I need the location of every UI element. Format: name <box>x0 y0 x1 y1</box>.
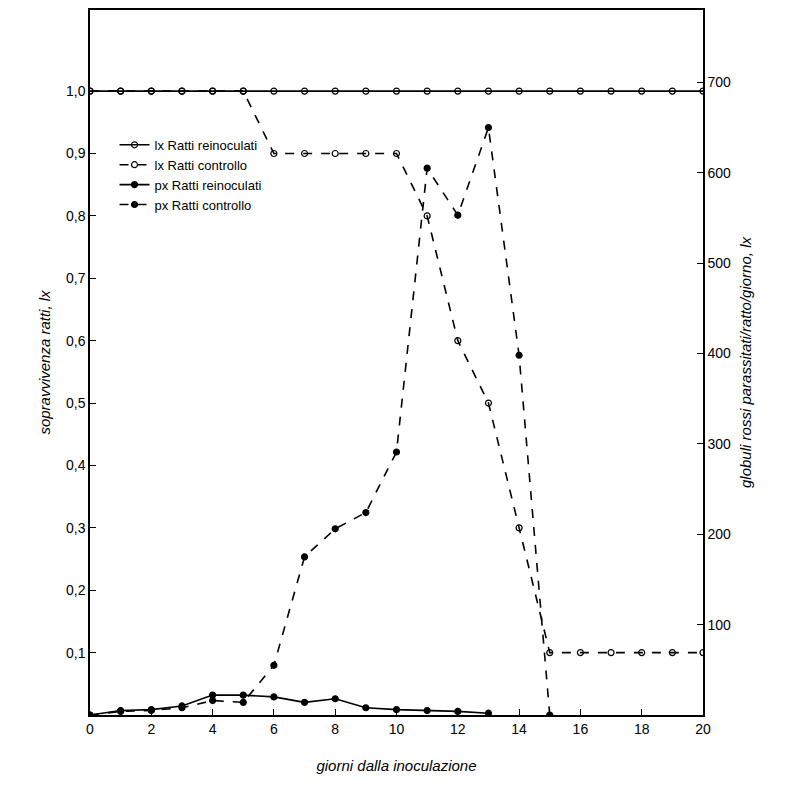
svg-text:100: 100 <box>708 617 732 633</box>
svg-text:0,4: 0,4 <box>66 457 86 473</box>
svg-text:18: 18 <box>634 721 650 737</box>
svg-text:0,7: 0,7 <box>66 270 86 286</box>
svg-text:0,5: 0,5 <box>66 395 86 411</box>
svg-text:300: 300 <box>708 436 732 452</box>
svg-text:0: 0 <box>86 721 94 737</box>
svg-text:0,2: 0,2 <box>66 582 86 598</box>
svg-text:6: 6 <box>270 721 278 737</box>
svg-text:600: 600 <box>708 165 732 181</box>
svg-text:2: 2 <box>147 721 155 737</box>
svg-text:400: 400 <box>708 345 732 361</box>
svg-text:0,8: 0,8 <box>66 208 86 224</box>
svg-text:0,9: 0,9 <box>66 145 86 161</box>
svg-text:px Ratti reinoculati: px Ratti reinoculati <box>155 178 262 193</box>
svg-text:0,6: 0,6 <box>66 333 86 349</box>
svg-text:10: 10 <box>389 721 405 737</box>
svg-text:giorni dalla inoculazione: giorni dalla inoculazione <box>316 757 476 774</box>
svg-text:8: 8 <box>331 721 339 737</box>
svg-text:0,1: 0,1 <box>66 645 86 661</box>
svg-text:12: 12 <box>450 721 466 737</box>
svg-text:px Ratti controllo: px Ratti controllo <box>155 198 252 213</box>
svg-text:500: 500 <box>708 255 732 271</box>
svg-text:200: 200 <box>708 526 732 542</box>
svg-text:16: 16 <box>573 721 589 737</box>
svg-text:0,3: 0,3 <box>66 520 86 536</box>
svg-text:20: 20 <box>695 721 711 737</box>
svg-text:globuli rossi parassitati/ratt: globuli rossi parassitati/ratto/giorno, … <box>737 237 754 488</box>
svg-text:sopravvivenza ratti, lx: sopravvivenza ratti, lx <box>36 290 53 435</box>
svg-text:4: 4 <box>209 721 217 737</box>
svg-text:700: 700 <box>708 74 732 90</box>
svg-text:lx Ratti reinoculati: lx Ratti reinoculati <box>155 138 258 153</box>
svg-text:lx Ratti controllo: lx Ratti controllo <box>155 158 247 173</box>
svg-text:14: 14 <box>511 721 527 737</box>
svg-text:1,0: 1,0 <box>66 83 86 99</box>
